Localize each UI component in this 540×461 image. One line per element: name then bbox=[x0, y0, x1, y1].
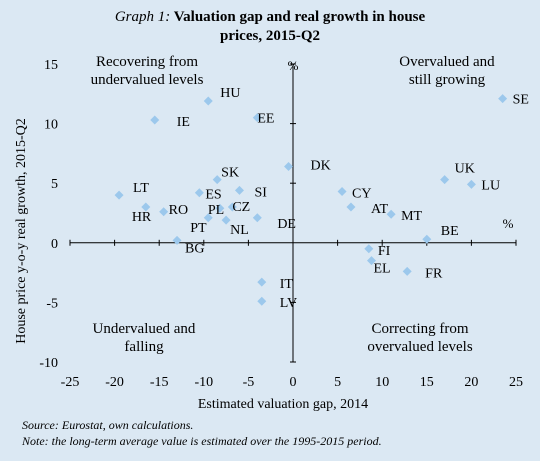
y-tick-label: 15 bbox=[44, 58, 58, 73]
data-point-mt bbox=[386, 209, 396, 219]
point-label-de: DE bbox=[277, 217, 296, 232]
point-label-cz: CZ bbox=[232, 200, 250, 215]
x-tick-label: 0 bbox=[290, 375, 297, 390]
data-point-bg bbox=[172, 235, 182, 245]
x-tick-label: 10 bbox=[375, 375, 389, 390]
data-point-se bbox=[498, 94, 508, 104]
chart-title-prefix: Graph 1: bbox=[114, 9, 171, 25]
data-point-es bbox=[194, 188, 204, 198]
point-label-ro: RO bbox=[169, 203, 188, 218]
point-label-lv: LV bbox=[280, 296, 297, 311]
data-point-pl bbox=[215, 203, 225, 213]
methodology-note: Note: the long-term average value is est… bbox=[22, 434, 382, 448]
chart-title-main: Valuation gap and real growth in house bbox=[173, 9, 426, 25]
data-point-at bbox=[346, 202, 356, 212]
point-label-it: IT bbox=[280, 277, 294, 292]
data-point-ee bbox=[252, 113, 262, 123]
data-point-el bbox=[366, 256, 376, 266]
point-label-pt: PT bbox=[190, 221, 207, 236]
data-point-it bbox=[257, 277, 267, 287]
y-tick-label: -10 bbox=[39, 356, 58, 371]
point-label-sk: SK bbox=[221, 166, 239, 181]
point-label-si: SI bbox=[254, 185, 267, 200]
point-label-bg: BG bbox=[185, 241, 204, 256]
x-axis-title: Estimated valuation gap, 2014 bbox=[198, 397, 368, 412]
data-point-lu bbox=[466, 179, 476, 189]
data-point-be bbox=[422, 234, 432, 244]
data-point-de bbox=[252, 213, 262, 223]
x-tick-label: 15 bbox=[420, 375, 434, 390]
point-label-hr: HR bbox=[132, 210, 152, 225]
point-label-fr: FR bbox=[425, 266, 443, 281]
y-axis-title: House price y-o-y real growth, 2015-Q2 bbox=[14, 118, 29, 344]
point-label-dk: DK bbox=[311, 159, 331, 174]
y-tick-label: -5 bbox=[46, 296, 58, 311]
data-point-cz bbox=[227, 202, 237, 212]
data-point-dk bbox=[284, 162, 294, 172]
x-tick-label: -20 bbox=[105, 375, 124, 390]
y-tick-label: 0 bbox=[51, 237, 58, 252]
point-label-lt: LT bbox=[133, 181, 149, 196]
x-tick-label: -15 bbox=[150, 375, 169, 390]
chart-title-line2: prices, 2015-Q2 bbox=[220, 28, 320, 44]
point-label-pl: PL bbox=[208, 203, 224, 218]
y-tick-label: 5 bbox=[51, 177, 58, 192]
point-label-at: AT bbox=[371, 202, 389, 217]
point-label-lu: LU bbox=[481, 178, 500, 193]
quadrant-label-bottom-left: Undervalued and bbox=[93, 321, 196, 337]
quadrant-label-top-right: Overvalued and bbox=[399, 54, 495, 70]
data-point-ro bbox=[159, 207, 169, 217]
data-point-si bbox=[234, 185, 244, 195]
point-label-cy: CY bbox=[352, 187, 371, 202]
data-point-cy bbox=[337, 187, 347, 197]
point-label-el: EL bbox=[373, 262, 390, 277]
data-point-lv bbox=[257, 296, 267, 306]
point-label-se: SE bbox=[513, 93, 529, 108]
quadrant-label-top-left: Recovering from bbox=[96, 54, 198, 70]
y-tick-label: 10 bbox=[44, 118, 58, 133]
x-tick-label: 20 bbox=[464, 375, 478, 390]
quadrant-label-bottom-left: falling bbox=[124, 339, 164, 355]
data-point-uk bbox=[440, 175, 450, 185]
data-point-nl bbox=[221, 215, 231, 225]
point-label-es: ES bbox=[205, 188, 221, 203]
data-point-lt bbox=[114, 190, 124, 200]
point-label-uk: UK bbox=[455, 162, 475, 177]
x-tick-label: 25 bbox=[509, 375, 523, 390]
quadrant-label-top-left: undervalued levels bbox=[91, 72, 204, 88]
point-label-ie: IE bbox=[177, 115, 190, 130]
data-point-pt bbox=[203, 213, 213, 223]
point-label-be: BE bbox=[441, 224, 459, 239]
point-label-ee: EE bbox=[257, 112, 274, 127]
y-unit-label: % bbox=[288, 58, 299, 73]
data-point-fi bbox=[364, 244, 374, 254]
chart-title-line1: Graph 1: Valuation gap and real growth i… bbox=[0, 8, 540, 26]
x-tick-label: -10 bbox=[194, 375, 213, 390]
x-unit-label: % bbox=[503, 216, 514, 231]
point-label-fi: FI bbox=[378, 244, 391, 259]
quadrant-label-top-right: still growing bbox=[409, 72, 486, 88]
data-point-hu bbox=[203, 96, 213, 106]
quadrant-label-bottom-right: overvalued levels bbox=[367, 339, 473, 355]
point-label-nl: NL bbox=[230, 223, 249, 238]
point-label-hu: HU bbox=[220, 86, 240, 101]
x-tick-label: -5 bbox=[243, 375, 255, 390]
data-point-fr bbox=[402, 266, 412, 276]
x-tick-label: 5 bbox=[334, 375, 341, 390]
point-label-mt: MT bbox=[401, 209, 422, 224]
data-point-ie bbox=[150, 115, 160, 125]
data-point-hr bbox=[141, 202, 151, 212]
data-point-sk bbox=[212, 175, 222, 185]
quadrant-label-bottom-right: Correcting from bbox=[371, 321, 468, 337]
source-note: Source: Eurostat, own calculations. bbox=[22, 418, 194, 432]
x-tick-label: -25 bbox=[61, 375, 80, 390]
